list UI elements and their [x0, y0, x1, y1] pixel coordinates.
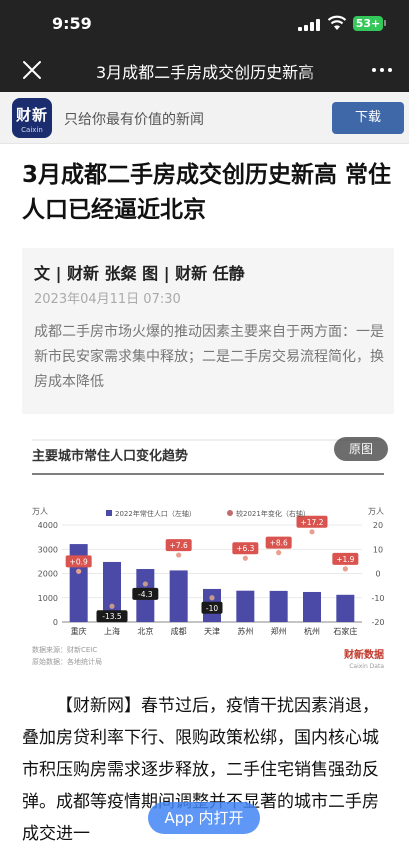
change-label-bg-石家庄: [332, 552, 359, 565]
change-label-bg-成都: [165, 539, 192, 552]
article-body-source: 【财新网】: [56, 696, 141, 716]
article-summary: 成都二手房市场火爆的推动因素主要来自于两方面：一是新市民安家需求集中释放；二是二…: [34, 324, 384, 390]
change-label-bg-苏州: [232, 542, 259, 555]
chart-brand-en: Caixin Data: [349, 663, 384, 670]
change-label-上海: -13.5: [102, 612, 122, 621]
legend-swatch-change: [227, 510, 233, 516]
change-label-bg-杭州: [296, 515, 328, 528]
article-body: 【财新网】春节过后，疫情干扰因素消退，叠加房贷利率下行、限购政策松绑，国内核心城…: [22, 690, 394, 842]
chart-change-markers: [76, 529, 348, 609]
change-marker-成都: [176, 552, 182, 558]
change-label-天津: -10: [206, 604, 218, 613]
x-tick-label: 石家庄: [333, 626, 357, 636]
bar-成都: [169, 570, 188, 622]
change-label-北京: -4.3: [138, 590, 153, 599]
article-date: 2023年04月11日 07:30: [34, 292, 181, 307]
change-marker-郑州: [276, 550, 282, 556]
y-tick-label: 0: [53, 618, 58, 627]
y-axis-label: 万人: [32, 507, 48, 516]
legend-swatch-population: [106, 510, 112, 516]
chart-labels: 万人 万人 0 1000 2000 3000 4000 -20 -10 0 10 20 重庆 +0.9 上海…: [32, 507, 385, 636]
close-icon[interactable]: [20, 58, 44, 82]
y-tick-label: 4000: [38, 521, 58, 530]
bar-上海: [103, 561, 121, 622]
app-download-banner: 财新 Caixin 只给你最有价值的新闻 下载: [0, 92, 409, 144]
nav-title: 3月成都二手房成交创历史新高: [96, 63, 315, 82]
battery-tip: [384, 20, 386, 26]
y2-tick-label: 20: [373, 521, 383, 530]
x-tick-label: 成都: [171, 626, 187, 636]
y2-tick-label: -20: [371, 618, 384, 627]
x-tick-label: 上海: [104, 626, 120, 636]
change-label-郑州: +8.6: [270, 539, 288, 548]
change-label-bg-天津: [201, 601, 223, 614]
banner-slogan: 只给你最有价值的新闻: [64, 112, 204, 128]
legend-label-population: 2022年常住人口（左轴）: [115, 509, 196, 518]
change-marker-重庆: [76, 568, 82, 574]
article-headline: 3月成都二手房成交创历史新高 常住人口已经逼近北京: [22, 162, 392, 223]
x-tick-label: 杭州: [304, 626, 320, 636]
x-tick-label: 北京: [137, 626, 153, 636]
article-byline: 文 | 财新 张粲 图 | 财新 任静: [34, 264, 245, 283]
change-marker-杭州: [309, 529, 315, 535]
legend-label-change: 较2021年变化（右轴）: [236, 509, 310, 518]
chart-source-1: 数据来源：财新CEIC: [32, 645, 97, 654]
change-label-bg-上海: [96, 610, 128, 623]
view-original-image-button[interactable]: 原图: [334, 437, 388, 461]
change-label-bg-北京: [132, 587, 159, 600]
bar-苏州: [236, 590, 255, 622]
change-marker-上海: [109, 603, 115, 609]
change-label-bg-郑州: [265, 536, 292, 549]
wifi-icon: [327, 15, 347, 30]
bar-郑州: [269, 590, 288, 622]
x-tick-label: 苏州: [237, 626, 253, 636]
change-marker-北京: [142, 581, 148, 587]
bar-石家庄: [336, 594, 355, 622]
chart-brand: 财新数据: [343, 648, 384, 661]
x-tick-label: 郑州: [271, 626, 287, 636]
y2-tick-label: 10: [373, 545, 383, 554]
article-body-text: 春节过后，疫情干扰因素消退，叠加房贷利率下行、限购政策松绑，国内核心城市积压购房…: [22, 696, 379, 842]
y2-tick-label: -10: [371, 594, 384, 603]
y-tick-label: 3000: [38, 545, 58, 554]
logo-subtext: Caixin: [21, 126, 43, 134]
change-label-杭州: +17.2: [301, 518, 324, 527]
change-label-bg-重庆: [65, 555, 92, 568]
chart-source-2: 原始数据：各地统计局: [32, 657, 102, 666]
change-marker-苏州: [242, 555, 248, 561]
chart-title: 主要城市常住人口变化趋势: [32, 448, 188, 464]
top-bar: 9:59 53+ 3月成都二手房成交创历史新高: [0, 0, 409, 92]
x-tick-label: 重庆: [71, 626, 87, 636]
change-label-苏州: +6.3: [236, 544, 254, 553]
y2-axis-label: 万人: [368, 507, 384, 516]
open-in-app-button[interactable]: App 内打开: [148, 802, 260, 834]
more-options-icon[interactable]: [370, 62, 394, 78]
change-marker-天津: [209, 595, 215, 601]
chart-legend: 2022年常住人口（左轴） 较2021年变化（右轴）: [106, 509, 310, 518]
y-tick-label: 2000: [38, 570, 58, 579]
y2-tick-label: 0: [375, 570, 380, 579]
change-label-重庆: +0.9: [70, 557, 88, 566]
cellular-signal-icon: [298, 19, 320, 31]
download-button[interactable]: 下载: [332, 102, 404, 134]
nav-title-fade: [300, 56, 340, 82]
bar-杭州: [303, 591, 321, 622]
change-label-成都: +7.6: [170, 541, 188, 550]
battery-indicator: 53+: [353, 16, 383, 31]
population-chart[interactable]: 主要城市常住人口变化趋势 万人 万人 0 1000 2000 3000 4000 -20 -10…: [28, 430, 388, 675]
x-tick-label: 天津: [204, 626, 220, 636]
change-label-石家庄: +1.9: [336, 555, 354, 564]
change-marker-石家庄: [342, 566, 348, 572]
y-tick-label: 1000: [38, 594, 58, 603]
article-meta-box: 文 | 财新 张粲 图 | 财新 任静 2023年04月11日 07:30 成都…: [22, 248, 394, 414]
status-time: 9:59: [52, 14, 92, 33]
logo-text: 财新: [15, 106, 48, 124]
caixin-logo-icon: 财新 Caixin: [12, 98, 52, 138]
